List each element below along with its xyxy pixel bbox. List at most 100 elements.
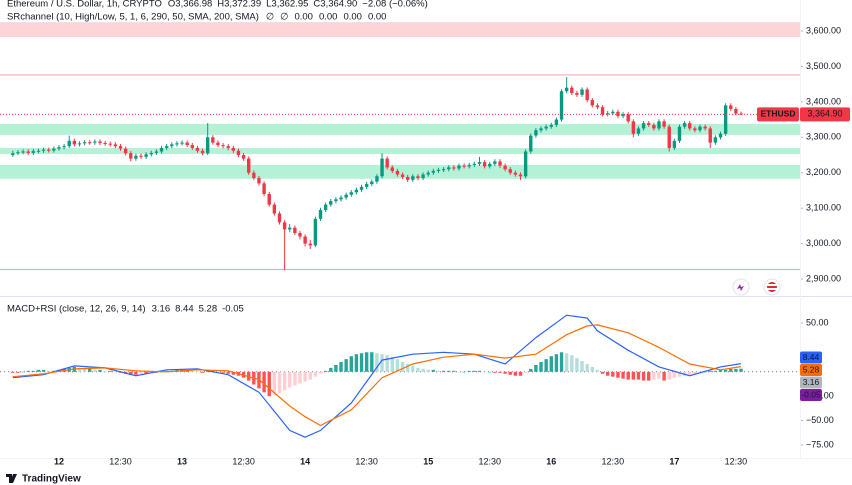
candle-body <box>103 142 107 144</box>
candle-body <box>293 227 297 233</box>
histogram-bar <box>390 357 394 372</box>
candle-body <box>606 113 610 115</box>
histogram-bar <box>734 368 738 372</box>
x-tick-label: 12:30 <box>725 456 748 466</box>
candle-body <box>180 142 184 144</box>
histogram-bar <box>431 369 436 372</box>
legend-value: 5.28 <box>199 304 218 315</box>
histogram-bar <box>364 352 369 372</box>
histogram-bar <box>472 370 477 372</box>
price-badge-label: 3,364.90 <box>807 109 842 119</box>
candle-body <box>580 89 584 95</box>
candle-body <box>226 146 230 148</box>
price-change: −2.08 (−0.06%) <box>362 0 428 10</box>
histogram-bar <box>411 365 415 372</box>
candle-body <box>262 183 266 195</box>
candle-body <box>257 178 261 184</box>
candle-body <box>647 123 651 125</box>
candle-body <box>585 89 589 101</box>
histogram-bar <box>359 353 364 372</box>
candle-body <box>31 151 36 153</box>
value-badge <box>800 364 822 377</box>
histogram-bar <box>652 371 656 380</box>
candle-body <box>129 153 133 159</box>
candle-body <box>493 161 497 164</box>
candle-body <box>82 142 87 144</box>
value-badge <box>800 389 822 402</box>
candle-body <box>370 181 374 185</box>
histogram-bar <box>323 370 328 372</box>
candle-body <box>693 128 697 131</box>
candle-body <box>159 147 164 152</box>
histogram-bar <box>47 370 51 372</box>
candle-body <box>190 145 194 148</box>
x-tick-label: 12:30 <box>478 456 501 466</box>
histogram-bar <box>606 371 610 376</box>
candle-body <box>344 194 348 198</box>
histogram-bar <box>195 371 200 373</box>
candle-body <box>477 162 482 164</box>
histogram-bar <box>134 371 138 375</box>
candle-body <box>282 222 287 230</box>
candle-body <box>77 143 82 145</box>
x-tick-label: 16 <box>546 456 556 466</box>
candle-body <box>713 137 718 143</box>
candle-body <box>534 130 538 136</box>
histogram-bar <box>672 371 677 378</box>
ohlc-key: C <box>313 0 320 10</box>
histogram-bar <box>549 356 553 372</box>
candle-body <box>206 137 210 154</box>
histogram-bar <box>226 371 230 374</box>
candle-body <box>364 184 369 187</box>
candle-body <box>16 152 20 154</box>
candle-body <box>164 146 169 148</box>
candle-body <box>544 126 548 129</box>
candle-body <box>385 158 389 168</box>
histogram-bar <box>508 371 512 375</box>
candle-body <box>708 128 712 143</box>
candle-body <box>611 111 615 114</box>
y-tick-label: 50.00 <box>806 317 829 327</box>
histogram-bar <box>611 371 615 377</box>
histogram-bar <box>344 359 348 372</box>
histogram-bar <box>395 359 400 372</box>
candle-body <box>636 128 641 134</box>
value-badge-label: 8.44 <box>803 352 820 362</box>
replay-glyph <box>737 284 744 291</box>
histogram-bar <box>375 353 379 372</box>
value-badge-label: 5.28 <box>803 364 820 374</box>
candle-body <box>718 133 723 138</box>
candle-body <box>216 142 220 146</box>
candle-body <box>652 124 656 129</box>
candle-body <box>513 172 518 175</box>
x-tick-label: 13 <box>177 456 187 466</box>
x-tick-label: 12:30 <box>109 456 132 466</box>
sr-zone <box>0 22 800 38</box>
candle-body <box>247 158 251 173</box>
candle-body <box>134 155 138 159</box>
candle-body <box>267 194 271 205</box>
histogram-bar <box>221 371 225 373</box>
histogram-bar <box>667 371 671 380</box>
candle-body <box>564 87 569 92</box>
y-tick-label: 3,600.00 <box>806 25 841 35</box>
y-tick-label: −50.00 <box>806 415 834 425</box>
ohlc-key: H <box>217 0 224 10</box>
indicator-value: 0.00 <box>294 12 313 23</box>
candle-body <box>703 126 707 129</box>
histogram-bar <box>349 356 353 372</box>
brand-name: TradingView <box>22 474 81 485</box>
candle-body <box>462 165 466 167</box>
value-badge-label: 3.16 <box>803 377 820 387</box>
histogram-bar <box>452 370 456 372</box>
candle-body <box>672 140 677 148</box>
ohlc-key: O <box>168 0 175 10</box>
candle-body <box>539 128 543 131</box>
candle-body <box>467 164 471 167</box>
x-tick-label: 12:30 <box>232 456 255 466</box>
candle-body <box>108 143 112 145</box>
chart-icons <box>732 278 781 296</box>
candle-body <box>118 146 123 149</box>
candle-body <box>318 209 323 219</box>
histogram-bar <box>518 371 523 376</box>
